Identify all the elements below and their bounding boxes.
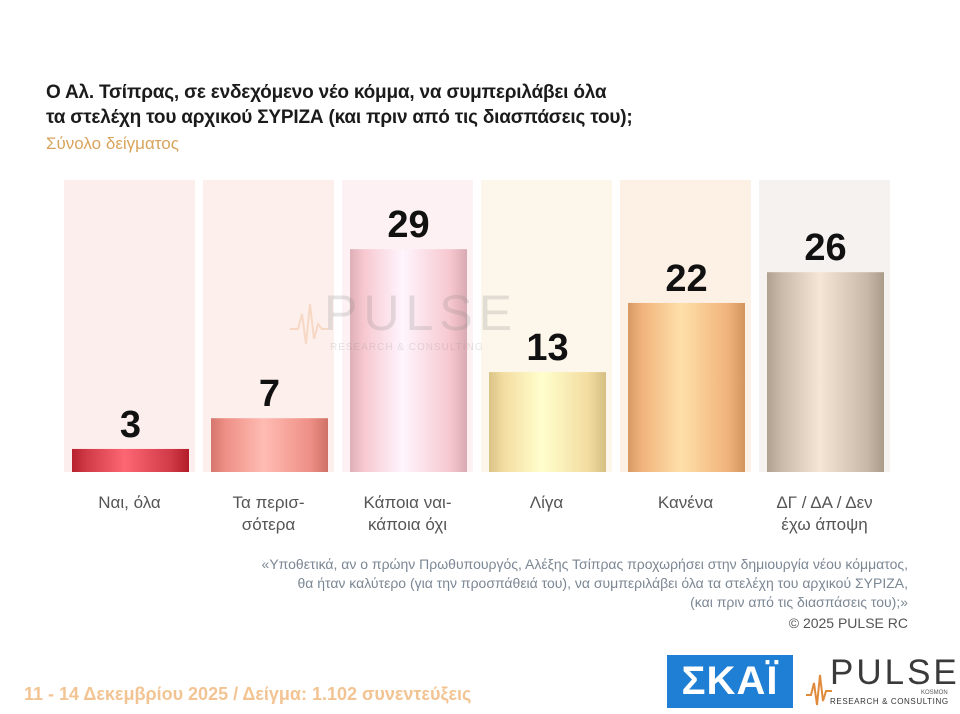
bar-background bbox=[64, 180, 195, 472]
bar-value-label: 3 bbox=[120, 404, 141, 446]
category-label: Κανένα bbox=[611, 492, 761, 514]
pulse-logo-word: PULSE bbox=[830, 653, 960, 692]
category-label-line: κάποια όχι bbox=[367, 515, 448, 534]
chart-subtitle: Σύνολο δείγματος bbox=[46, 134, 179, 153]
chart-title: Ο Αλ. Τσίπρας, σε ενδεχόμενο νέο κόμμα, … bbox=[46, 80, 633, 130]
bar-value-label: 26 bbox=[804, 227, 846, 269]
bar bbox=[211, 418, 328, 472]
bar bbox=[767, 272, 884, 472]
watermark-wave-icon bbox=[290, 303, 330, 345]
pulse-wave-icon bbox=[806, 674, 832, 706]
bar-value-label: 22 bbox=[665, 258, 707, 300]
category-label-line: Τα περισ- bbox=[232, 493, 305, 512]
bar bbox=[489, 372, 606, 472]
note-line-1: «Υποθετικά, αν ο πρώην Πρωθυπουργός, Αλέ… bbox=[261, 556, 908, 572]
note-line-2: θα ήταν καλύτερο (για την προσπάθειά του… bbox=[297, 575, 908, 591]
category-label-line: Κάποια ναι- bbox=[363, 493, 452, 512]
pulse-logo-tag: KOSMON bbox=[921, 690, 948, 696]
category-label-line: Λίγα bbox=[529, 493, 564, 512]
chart-title-line-2: τα στελέχη του αρχικού ΣΥΡΙΖΑ (και πριν … bbox=[46, 107, 633, 128]
chart-title-line-1: Ο Αλ. Τσίπρας, σε ενδεχόμενο νέο κόμμα, … bbox=[46, 82, 607, 103]
category-label: Λίγα bbox=[472, 492, 622, 514]
category-label: ΔΓ / ΔΑ / Δεν έχω άποψη bbox=[750, 492, 900, 536]
copyright: © 2025 PULSE RC bbox=[788, 615, 908, 631]
pulse-logo: PULSE KOSMON RESEARCH & CONSULTING bbox=[806, 653, 957, 711]
skai-logo: ΣΚΑΪ bbox=[667, 655, 793, 708]
category-label: Τα περισ-σότερα bbox=[194, 492, 344, 536]
category-label-line: έχω άποψη bbox=[781, 515, 868, 534]
pulse-watermark: PULSE RESEARCH & CONSULTING bbox=[290, 284, 512, 364]
bar-value-label: 7 bbox=[259, 373, 280, 415]
category-label-line: σότερα bbox=[241, 515, 296, 534]
watermark-word: PULSE bbox=[324, 285, 518, 341]
watermark-sub: RESEARCH & CONSULTING bbox=[330, 342, 484, 353]
bar-value-label: 13 bbox=[526, 327, 568, 369]
note-line-3: (και πριν από τις διασπάσεις του);» bbox=[690, 594, 908, 610]
category-label-line: Ναι, όλα bbox=[98, 493, 161, 512]
category-label: Κάποια ναι-κάποια όχι bbox=[333, 492, 483, 536]
category-label-line: Κανένα bbox=[657, 493, 714, 512]
bar-value-label: 29 bbox=[387, 204, 429, 246]
question-note: «Υποθετικά, αν ο πρώην Πρωθυπουργός, Αλέ… bbox=[148, 555, 908, 612]
bar bbox=[350, 249, 467, 472]
category-label-line: ΔΓ / ΔΑ / Δεν bbox=[776, 493, 873, 512]
bar bbox=[628, 302, 745, 472]
bar bbox=[72, 448, 189, 472]
category-label: Ναι, όλα bbox=[55, 492, 205, 514]
pulse-logo-sub: RESEARCH & CONSULTING bbox=[830, 697, 949, 706]
survey-footer: 11 - 14 Δεκεμβρίου 2025 / Δείγμα: 1.102 … bbox=[24, 684, 472, 704]
